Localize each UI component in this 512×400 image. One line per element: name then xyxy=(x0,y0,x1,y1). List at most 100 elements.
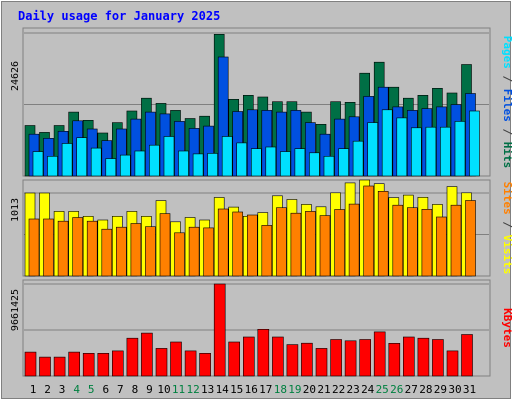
bar-sites-day-5 xyxy=(86,220,98,277)
bar-pages-day-7 xyxy=(120,154,131,177)
bar-pages-day-6 xyxy=(105,158,117,177)
bar-kbytes-day-10 xyxy=(155,348,168,377)
bar-sites-day-27 xyxy=(406,207,418,277)
bar-kbytes-day-21 xyxy=(315,348,328,377)
bar-sites-day-24 xyxy=(363,185,375,277)
bar-kbytes-day-19 xyxy=(286,344,299,377)
bar-pages-day-13 xyxy=(207,153,218,177)
bar-sites-day-13 xyxy=(203,227,214,277)
x-tick-label-day-5: 5 xyxy=(88,383,95,396)
x-tick-label-day-6: 6 xyxy=(102,383,109,396)
bar-kbytes-day-13 xyxy=(199,352,211,377)
chart-title: Daily usage for January 2025 xyxy=(18,9,220,23)
x-tick-label-day-15: 15 xyxy=(230,383,243,396)
bar-pages-day-10 xyxy=(163,136,175,177)
axis-label-part-hits-files-pages-4: Hits xyxy=(501,142,512,169)
bar-sites-day-1 xyxy=(28,218,40,277)
bar-pages-day-24 xyxy=(367,122,379,177)
x-tick-label-day-9: 9 xyxy=(146,383,153,396)
bar-pages-day-8 xyxy=(134,150,146,177)
bar-sites-day-18 xyxy=(276,207,287,277)
bar-sites-day-21 xyxy=(319,215,331,277)
bar-sites-day-8 xyxy=(130,223,142,277)
bar-kbytes-day-12 xyxy=(184,350,197,377)
y-max-label-kbytes: 9661425 xyxy=(10,289,21,331)
x-tick-label-day-1: 1 xyxy=(30,383,37,396)
bar-pages-day-3 xyxy=(61,143,73,177)
bar-kbytes-day-5 xyxy=(82,352,95,377)
bar-sites-day-7 xyxy=(116,226,127,277)
bar-kbytes-day-23 xyxy=(344,340,357,377)
bar-sites-day-15 xyxy=(232,211,243,277)
bar-kbytes-day-14 xyxy=(213,283,226,377)
bar-sites-day-29 xyxy=(436,216,447,277)
axis-label-part-visits-sites-0: Sites xyxy=(501,182,512,215)
x-tick-label-day-2: 2 xyxy=(44,383,51,396)
bar-kbytes-day-18 xyxy=(272,336,284,377)
bar-pages-day-30 xyxy=(454,121,466,177)
bar-pages-day-20 xyxy=(309,152,320,177)
x-tick-label-day-25: 25 xyxy=(376,383,389,396)
x-tick-label-day-28: 28 xyxy=(419,383,432,396)
bar-kbytes-day-7 xyxy=(112,350,124,377)
bar-kbytes-day-20 xyxy=(301,342,313,377)
x-tick-label-day-18: 18 xyxy=(274,383,287,396)
axis-label-part-visits-sites-2: Visits xyxy=(501,235,512,275)
axis-label-kbytes: KBytes xyxy=(501,308,512,348)
x-tick-label-day-11: 11 xyxy=(172,383,185,396)
bar-kbytes-day-4 xyxy=(68,351,80,377)
bar-kbytes-day-16 xyxy=(243,336,255,377)
bar-pages-day-29 xyxy=(440,126,451,177)
bar-pages-day-4 xyxy=(76,137,87,177)
bar-pages-day-1 xyxy=(32,151,44,177)
bar-sites-day-16 xyxy=(247,214,258,277)
bar-sites-day-12 xyxy=(188,226,200,277)
x-tick-label-day-3: 3 xyxy=(59,383,66,396)
bar-sites-day-22 xyxy=(334,209,345,277)
x-tick-label-day-27: 27 xyxy=(405,383,418,396)
bar-kbytes-day-28 xyxy=(417,337,430,377)
axis-label-part-hits-files-pages-2: Files xyxy=(501,89,512,122)
y-max-label-visits-sites: 1013 xyxy=(10,198,21,222)
bar-kbytes-day-25 xyxy=(373,331,386,377)
x-tick-label-day-4: 4 xyxy=(73,383,80,396)
bar-pages-day-17 xyxy=(265,146,277,177)
bar-pages-day-5 xyxy=(90,147,102,177)
x-tick-label-day-19: 19 xyxy=(288,383,301,396)
x-tick-label-day-16: 16 xyxy=(245,383,258,396)
bar-kbytes-day-9 xyxy=(141,332,153,377)
x-tick-label-day-29: 29 xyxy=(434,383,447,396)
bar-sites-day-9 xyxy=(145,226,156,277)
bar-kbytes-day-31 xyxy=(461,334,473,377)
bar-pages-day-9 xyxy=(149,144,160,177)
bar-sites-day-6 xyxy=(101,228,113,277)
bar-kbytes-day-24 xyxy=(359,339,372,377)
bar-kbytes-day-6 xyxy=(97,352,110,377)
bar-pages-day-28 xyxy=(425,126,437,177)
bar-kbytes-day-15 xyxy=(228,341,240,377)
bar-kbytes-day-22 xyxy=(330,339,342,377)
bar-pages-day-21 xyxy=(323,156,335,177)
bar-pages-day-2 xyxy=(47,156,58,177)
x-tick-label-day-10: 10 xyxy=(157,383,170,396)
bar-sites-day-23 xyxy=(348,203,360,277)
bar-pages-day-18 xyxy=(280,151,291,177)
bar-kbytes-day-17 xyxy=(257,328,270,377)
x-tick-label-day-26: 26 xyxy=(390,383,403,396)
x-tick-label-day-21: 21 xyxy=(317,383,330,396)
bar-sites-day-14 xyxy=(217,208,229,277)
bar-sites-day-3 xyxy=(57,220,69,277)
bar-pages-day-23 xyxy=(352,140,364,177)
bar-kbytes-day-3 xyxy=(53,356,66,377)
bar-pages-day-26 xyxy=(396,117,408,177)
bar-kbytes-day-1 xyxy=(24,351,37,377)
bar-kbytes-day-30 xyxy=(446,350,459,377)
x-tick-label-day-7: 7 xyxy=(117,383,124,396)
bar-sites-day-2 xyxy=(43,218,54,277)
x-tick-label-day-17: 17 xyxy=(259,383,272,396)
x-tick-label-day-22: 22 xyxy=(332,383,345,396)
bar-kbytes-day-27 xyxy=(402,336,415,377)
bar-sites-day-11 xyxy=(174,232,185,277)
